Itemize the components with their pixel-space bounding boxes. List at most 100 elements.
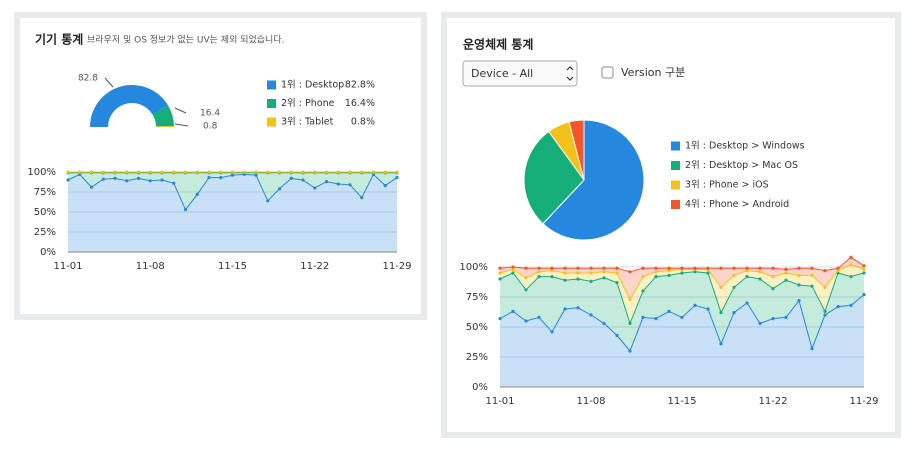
data-point: [563, 266, 567, 270]
data-point: [797, 266, 801, 270]
data-point: [576, 277, 580, 281]
left-card: [14, 12, 427, 320]
data-point: [550, 269, 554, 273]
data-point: [266, 199, 270, 203]
data-point: [602, 266, 606, 270]
data-point: [836, 266, 840, 270]
data-point: [654, 317, 658, 321]
data-point: [745, 269, 749, 273]
data-point: [862, 264, 866, 268]
data-point: [654, 270, 658, 274]
select-box[interactable]: [462, 60, 578, 87]
x-tick-label: 11-15: [667, 396, 696, 407]
data-point: [550, 330, 554, 334]
data-point: [207, 170, 211, 174]
data-point: [66, 170, 70, 174]
data-point: [589, 266, 593, 270]
data-point: [810, 266, 814, 270]
donut-slice: [90, 84, 169, 127]
data-point: [395, 170, 399, 174]
data-point: [719, 266, 723, 270]
data-point: [745, 301, 749, 305]
legend-swatch: [267, 99, 276, 108]
legend-label: 3위 : Tablet: [281, 116, 334, 128]
right-title: 운영체제 통계: [463, 37, 533, 52]
data-point: [89, 170, 94, 174]
data-point: [693, 270, 697, 274]
data-point: [301, 178, 305, 182]
data-point: [207, 176, 211, 180]
legend-swatch: [267, 117, 276, 127]
data-point: [849, 255, 853, 259]
y-tick-label: 25%: [466, 352, 488, 363]
data-point: [195, 192, 199, 196]
data-point: [784, 278, 788, 282]
data-point: [395, 176, 399, 180]
data-point: [136, 176, 141, 180]
data-point: [771, 275, 775, 279]
data-point: [641, 266, 645, 270]
checkbox[interactable]: [601, 66, 614, 79]
callout-label: 0.8: [203, 122, 218, 132]
y-tick-label: 50%: [466, 322, 488, 333]
left-subtitle: 브라우저 및 OS 정보가 없는 UV는 제외 되었습니다.: [87, 34, 284, 46]
data-point: [277, 170, 282, 174]
data-point: [148, 170, 152, 174]
data-point: [784, 271, 788, 275]
data-point: [511, 271, 515, 275]
data-point: [348, 183, 352, 187]
data-point: [628, 270, 632, 274]
data-point: [680, 315, 684, 319]
data-point: [771, 317, 775, 321]
data-point: [172, 181, 176, 185]
checkbox-label: Version 구분: [621, 66, 685, 79]
data-point: [254, 173, 258, 177]
data-point: [219, 170, 223, 174]
data-point: [125, 179, 129, 183]
data-point: [348, 170, 352, 174]
data-point: [732, 311, 736, 315]
data-point: [113, 176, 117, 180]
legend-swatch: [671, 161, 680, 170]
data-point: [336, 182, 340, 186]
data-point: [784, 267, 788, 271]
data-point: [360, 196, 364, 200]
data-point: [628, 297, 632, 301]
data-point: [693, 266, 697, 270]
data-point: [667, 309, 671, 313]
legend-value: 82.8%: [345, 80, 375, 91]
data-point: [706, 271, 710, 275]
y-tick-label: 25%: [34, 227, 56, 238]
legend-swatch: [671, 141, 680, 151]
data-point: [771, 287, 775, 291]
data-point: [732, 266, 736, 270]
data-point: [667, 266, 671, 270]
data-point: [195, 170, 199, 174]
data-point: [758, 321, 762, 325]
data-point: [230, 170, 235, 174]
select-text: Device - All: [471, 67, 533, 80]
data-point: [628, 321, 632, 325]
data-point: [563, 271, 567, 275]
data-point: [160, 170, 164, 174]
data-point: [732, 273, 736, 277]
data-point: [160, 178, 164, 182]
donut-slice: [155, 125, 174, 127]
data-point: [602, 321, 606, 325]
data-point: [602, 276, 606, 280]
y-tick-label: 100%: [27, 167, 56, 178]
data-point: [628, 349, 632, 353]
x-tick-label: 11-22: [300, 261, 329, 272]
select-arrow: [566, 66, 574, 81]
data-point: [537, 266, 541, 270]
data-point: [383, 170, 387, 174]
data-point: [719, 285, 723, 289]
data-point: [266, 170, 270, 174]
data-point: [706, 307, 710, 311]
data-point: [641, 315, 645, 319]
y-tick-label: 0%: [472, 382, 488, 393]
data-point: [289, 176, 293, 180]
legend-label: 4위 : Phone > Android: [685, 198, 789, 210]
data-point: [758, 270, 762, 274]
